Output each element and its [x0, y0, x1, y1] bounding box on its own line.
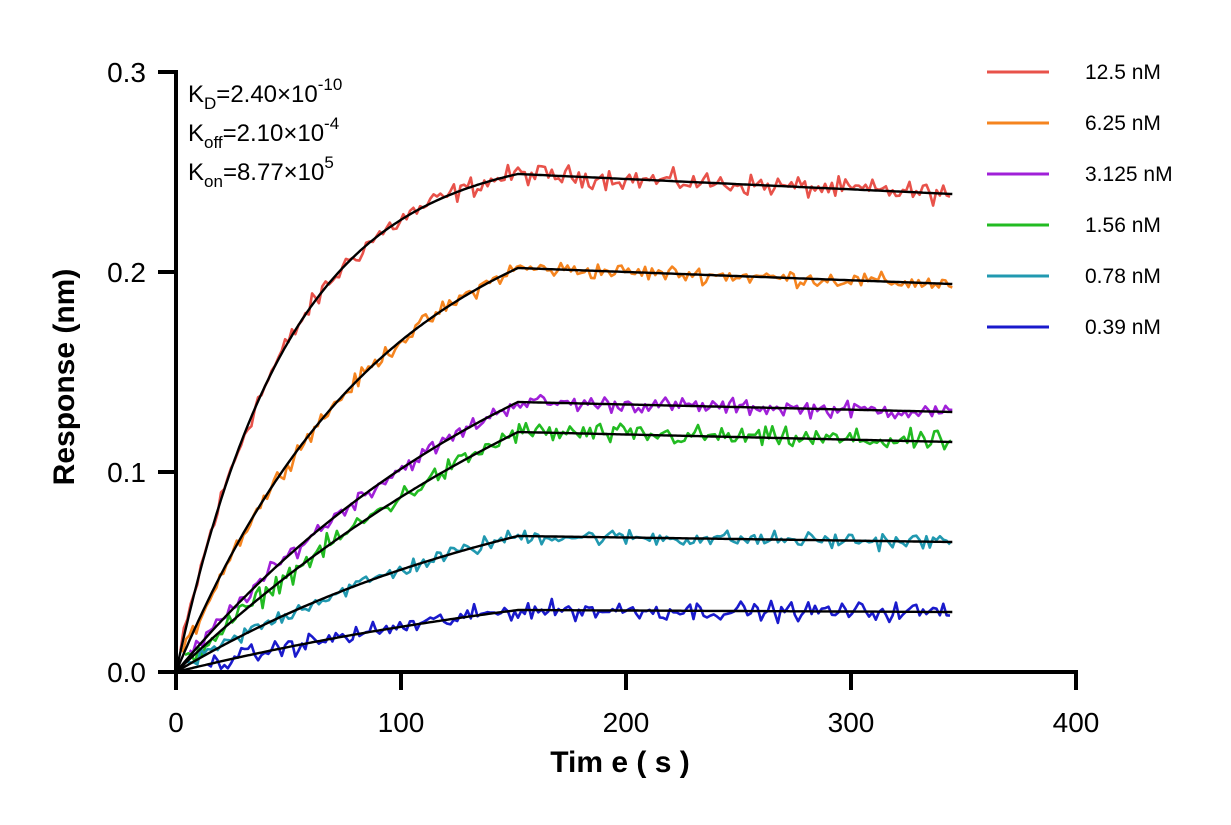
legend-label-0-78-nm: 0.78 nM	[1085, 265, 1161, 288]
kinetic-constant-on: Kon=8.77×105	[188, 153, 334, 191]
x-tick-label: 200	[603, 707, 650, 738]
fit-curve-1-56-nm	[175, 430, 953, 673]
fit-curve-3-125-nm	[175, 400, 953, 673]
kinetic-constant-off: Koff=2.10×10-4	[188, 114, 339, 152]
legend-label-1-56-nm: 1.56 nM	[1085, 214, 1161, 237]
x-axis-title: Tim e ( s )	[550, 746, 689, 779]
y-tick-label: 0.3	[107, 57, 146, 88]
y-tick-label: 0.1	[107, 457, 146, 488]
fit-curve-6-25-nm	[174, 266, 953, 673]
y-axis-title: Response (nm)	[48, 269, 81, 486]
x-tick-label: 300	[828, 707, 875, 738]
legend-label-3-125-nm: 3.125 nM	[1085, 163, 1173, 186]
y-tick-label: 0.0	[107, 657, 146, 688]
fit-curves	[174, 172, 953, 674]
fit-curve-0-78-nm	[175, 534, 953, 674]
raw-curves	[179, 163, 953, 671]
x-tick-label: 100	[378, 707, 425, 738]
kinetic-constant-D: KD=2.40×10-10	[188, 75, 342, 113]
fit-curve-0-39-nm	[175, 608, 953, 674]
raw-trace-1-56-nm	[184, 421, 952, 665]
raw-trace-12-5-nm	[179, 163, 951, 651]
x-tick-label: 0	[168, 707, 184, 738]
legend-label-12-5-nm: 12.5 nM	[1085, 61, 1161, 84]
fit-curve-12-5-nm	[174, 172, 953, 673]
x-tick-label: 400	[1053, 707, 1100, 738]
legend-label-6-25-nm: 6.25 nM	[1085, 112, 1161, 135]
legend: 12.5 nM 6.25 nM 3.125 nM 1.56 nM 0.78 nM 0.39…	[987, 61, 1173, 339]
raw-trace-6-25-nm	[181, 261, 953, 653]
y-tick-label: 0.2	[107, 257, 146, 288]
legend-label-0-39-nm: 0.39 nM	[1085, 316, 1161, 339]
ticks: 0 100 200 300 400 0.0 0.1 0.2 0.3	[107, 57, 1099, 738]
